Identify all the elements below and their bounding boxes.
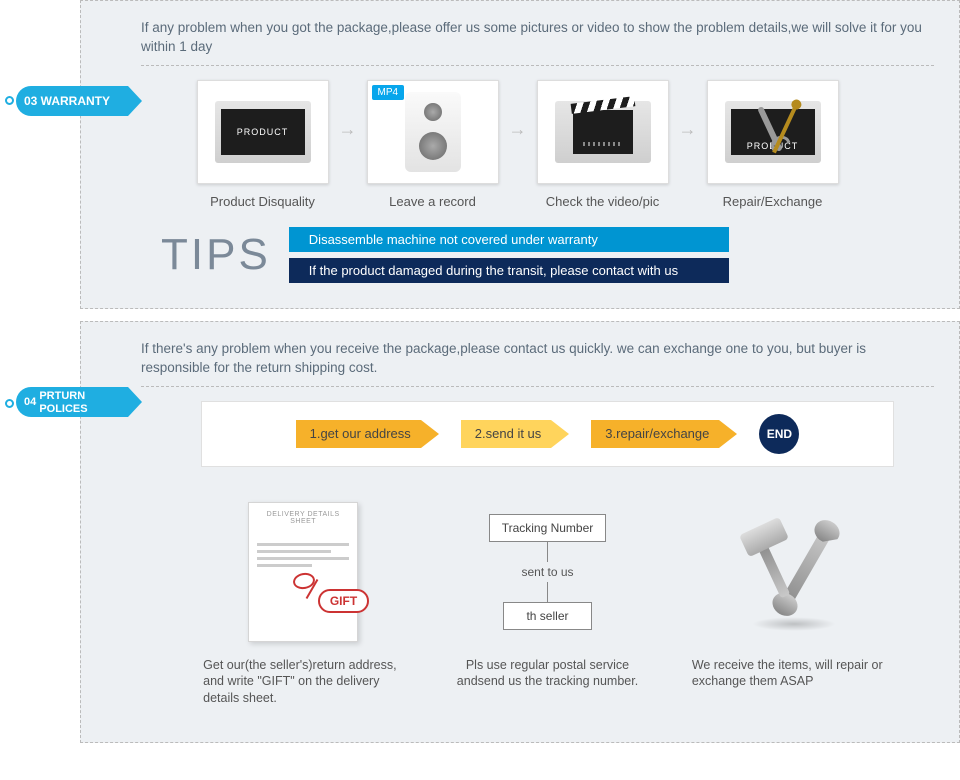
return-col-tracking: Tracking Number sent to us th seller Pls… (447, 497, 647, 708)
badge-dot (5, 96, 14, 105)
return-columns: DELIVERY DETAILS SHEET GIFT Get our(the … (181, 497, 914, 708)
caption-4: Repair/Exchange (707, 194, 839, 209)
clapper-icon (573, 110, 633, 154)
arrow-icon: → (679, 119, 697, 140)
badge-dot (5, 399, 14, 408)
tools-icon (747, 105, 807, 155)
divider (141, 386, 934, 387)
step-2: 2.send it us (461, 420, 552, 448)
gift-label: GIFT (318, 589, 369, 613)
tips-heading: TIPS (161, 230, 271, 280)
warranty-badge: 03 WARRANTY (16, 86, 128, 116)
repair-desc: We receive the items, will repair or exc… (692, 657, 892, 691)
speaker-icon (405, 92, 461, 172)
flow-step-1: PRODUCT Product Disquality (197, 80, 329, 209)
tracking-mid: sent to us (521, 565, 573, 579)
tip-bar-1: Disassemble machine not covered under wa… (289, 227, 729, 252)
badge-text: PRTURN POLICES (39, 390, 128, 416)
caption-3: Check the video/pic (537, 194, 669, 209)
warranty-section: 03 WARRANTY If any problem when you got … (80, 0, 960, 309)
tracking-box-2: th seller (503, 602, 591, 630)
product-label: PRODUCT (221, 109, 305, 155)
return-badge: 04 PRTURN POLICES (16, 387, 128, 417)
sheet-header: DELIVERY DETAILS SHEET (257, 511, 349, 525)
warranty-flow: PRODUCT Product Disquality → MP4 Leave a… (101, 80, 934, 209)
badge-num: 04 (24, 396, 36, 409)
step-1: 1.get our address (296, 420, 421, 448)
gift-desc: Get our(the seller's)return address, and… (203, 657, 403, 708)
caption-1: Product Disquality (197, 194, 329, 209)
tracking-diagram: Tracking Number sent to us th seller (489, 514, 607, 630)
flow-step-3: Check the video/pic (537, 80, 669, 209)
tracking-box-1: Tracking Number (489, 514, 607, 542)
return-section: 04 PRTURN POLICES If there's any problem… (80, 321, 960, 743)
end-badge: END (759, 414, 799, 454)
return-col-repair: We receive the items, will repair or exc… (692, 497, 892, 708)
warranty-intro: If any problem when you got the package,… (141, 19, 934, 57)
arrow-icon: → (509, 119, 527, 140)
flow-step-4: PRODUCT Repair/Exchange (707, 80, 839, 209)
return-intro: If there's any problem when you receive … (141, 340, 934, 378)
delivery-sheet-icon: DELIVERY DETAILS SHEET GIFT (248, 502, 358, 642)
hammer-wrench-icon (732, 517, 852, 627)
tips-row: TIPS Disassemble machine not covered und… (161, 227, 934, 283)
tip-bar-2: If the product damaged during the transi… (289, 258, 729, 283)
arrow-icon: → (339, 119, 357, 140)
return-col-gift: DELIVERY DETAILS SHEET GIFT Get our(the … (203, 497, 403, 708)
step-3: 3.repair/exchange (591, 420, 719, 448)
divider (141, 65, 934, 66)
caption-2: Leave a record (367, 194, 499, 209)
mp4-tag: MP4 (372, 85, 405, 100)
tracking-desc: Pls use regular postal service andsend u… (447, 657, 647, 691)
flow-step-2: MP4 Leave a record (367, 80, 499, 209)
return-steps: 1.get our address 2.send it us 3.repair/… (201, 401, 894, 467)
